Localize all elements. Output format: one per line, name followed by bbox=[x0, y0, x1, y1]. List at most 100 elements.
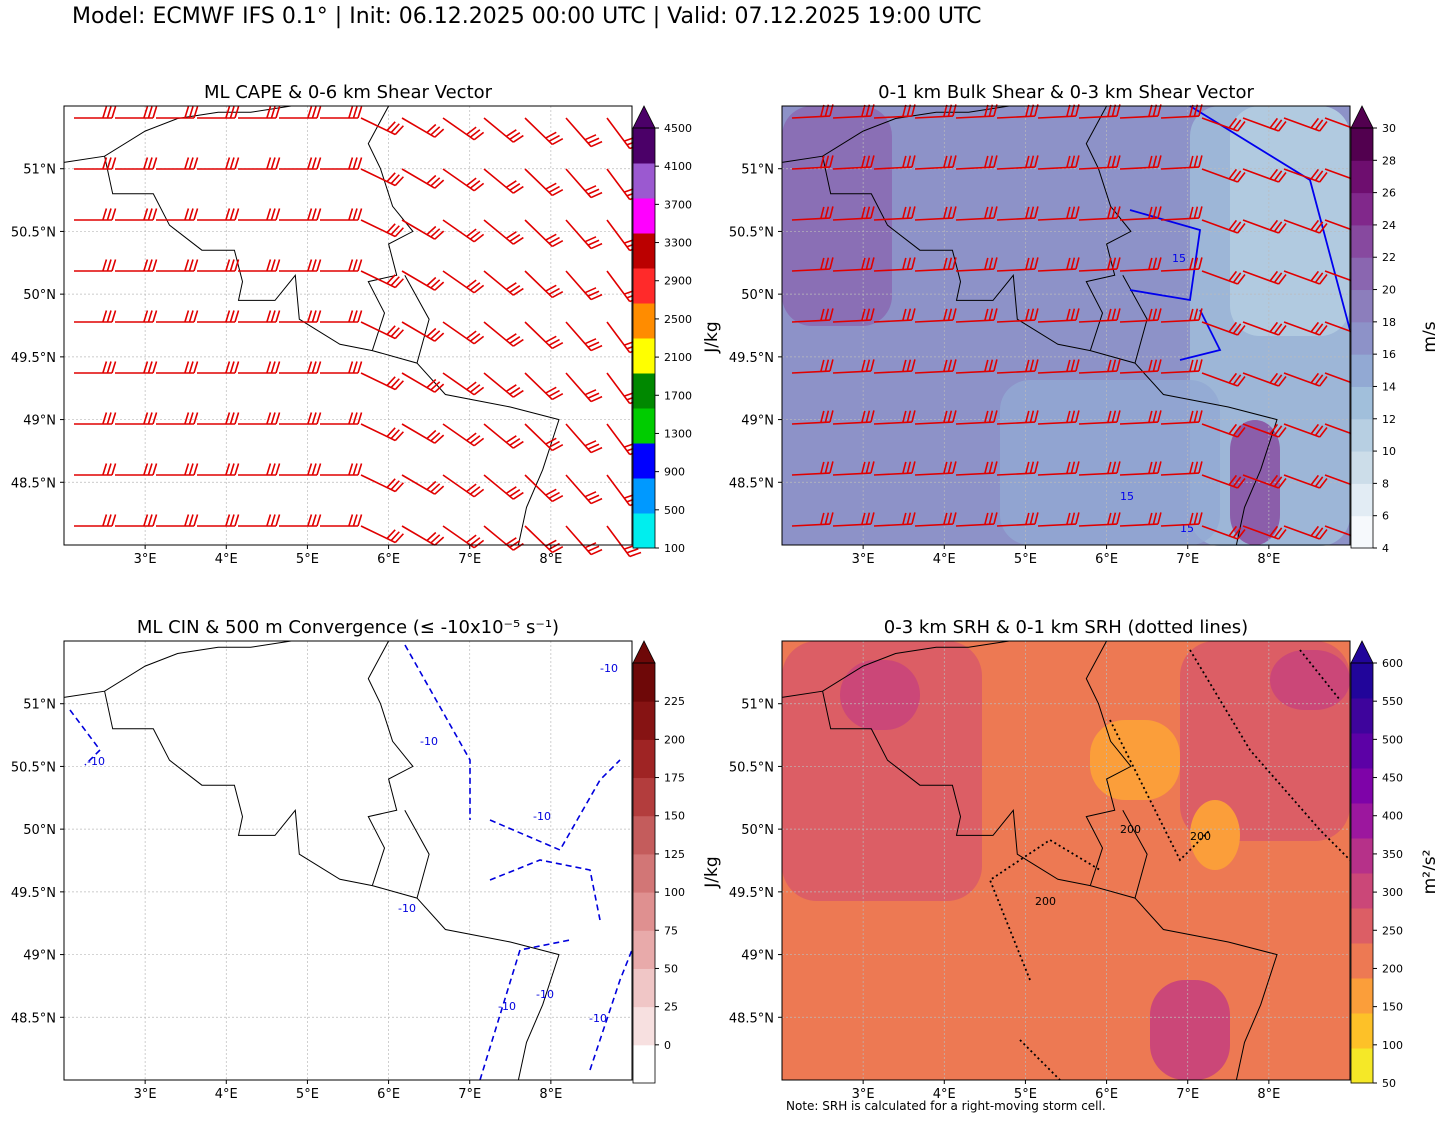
shear-colorbar-tick-label: 6 bbox=[1382, 510, 1389, 523]
cape-wind-barb-tick bbox=[434, 230, 445, 240]
shear-wind-barb-staff bbox=[1160, 115, 1199, 119]
cin-colorbar-segment bbox=[633, 1044, 655, 1084]
shear-wind-barb-tick bbox=[1152, 461, 1158, 474]
cape-wind-barb-staff bbox=[524, 168, 553, 197]
cape-wind-barb-tick bbox=[147, 208, 153, 221]
cape-wind-barb-tick bbox=[188, 157, 194, 170]
cape-wind-barb-tick bbox=[152, 259, 158, 272]
cape-wind-barb-tick bbox=[590, 446, 603, 454]
cape-wind-barb-tick bbox=[584, 491, 597, 498]
cape-wind-barb-tick bbox=[316, 208, 322, 221]
shear-wind-barb-staff bbox=[1283, 474, 1320, 489]
cape-wind-barb-tick bbox=[188, 106, 194, 119]
cape-wind-barb-staff bbox=[483, 372, 514, 398]
cin-contour-label: -10 bbox=[536, 988, 554, 1001]
cape-wind-barb-tick bbox=[188, 361, 194, 374]
cape-wind-barb-tick bbox=[106, 412, 112, 425]
cape-wind-barb-tick bbox=[229, 412, 235, 425]
cape-wind-barb-tick bbox=[225, 514, 231, 527]
cin-colorbar-segment bbox=[633, 663, 655, 702]
cape-wind-barb-tick bbox=[352, 412, 358, 425]
srh-lat-tick-label: 49.5°N bbox=[729, 886, 774, 901]
cape-wind-barb-tick bbox=[394, 533, 404, 544]
cin-lon-tick-label: 3°E bbox=[134, 1087, 157, 1102]
shear-wind-barb-tick bbox=[1157, 308, 1162, 321]
cape-wind-barb-tick bbox=[102, 106, 108, 119]
cin-contour-label: -10 bbox=[533, 810, 551, 823]
shear-wind-barb-staff bbox=[832, 319, 871, 323]
shear-wind-barb-tick bbox=[1029, 461, 1035, 474]
cape-colorbar-segment bbox=[633, 198, 655, 234]
shear-contour-line bbox=[1189, 105, 1351, 331]
cape-wind-barb-tick bbox=[430, 228, 441, 238]
cape-wind-barb-tick bbox=[352, 514, 358, 527]
cape-panel-title: ML CAPE & 0-6 km Shear Vector bbox=[204, 82, 493, 103]
shear-colorbar-segment bbox=[1351, 224, 1373, 258]
shear-wind-barb-staff bbox=[1078, 217, 1117, 221]
shear-wind-barb-tick bbox=[1152, 104, 1158, 117]
srh-colorbar-segment bbox=[1351, 838, 1373, 874]
cape-wind-barb-tick bbox=[509, 234, 521, 242]
cape-wind-barb-tick bbox=[466, 432, 477, 442]
shear-wind-barb-tick bbox=[865, 308, 871, 321]
shear-wind-barb-tick bbox=[1075, 461, 1080, 474]
shear-wind-barb-staff bbox=[791, 268, 830, 272]
cape-wind-barb-tick bbox=[352, 259, 358, 272]
shear-wind-barb-tick bbox=[1269, 372, 1279, 384]
cin-contour-line bbox=[489, 859, 601, 921]
cape-wind-barb-staff bbox=[360, 321, 396, 340]
cape-wind-barb-tick bbox=[473, 386, 485, 396]
cape-wind-barb-tick bbox=[111, 514, 117, 527]
cape-wind-barb-tick bbox=[275, 463, 281, 476]
shear-wind-barb-tick bbox=[1148, 359, 1153, 372]
shear-wind-barb-tick bbox=[902, 206, 907, 219]
shear-wind-barb-staff bbox=[1201, 219, 1238, 234]
cape-wind-barb-tick bbox=[143, 361, 149, 374]
shear-wind-barb-staff bbox=[996, 115, 1035, 119]
shear-wind-barb-tick bbox=[1237, 324, 1246, 336]
shear-wind-barb-tick bbox=[865, 359, 871, 372]
shear-wind-barb-tick bbox=[1075, 155, 1080, 168]
srh-lon-tick-label: 3°E bbox=[852, 1087, 875, 1102]
srh-contour-line bbox=[1299, 649, 1341, 701]
cape-wind-barb-tick bbox=[311, 208, 317, 221]
shear-wind-barb-staff bbox=[1201, 321, 1238, 336]
shear-wind-barb-tick bbox=[947, 410, 953, 423]
srh-colorbar-segment bbox=[1351, 908, 1373, 944]
cape-wind-barb-tick bbox=[307, 208, 313, 221]
srh-map-frame bbox=[781, 640, 1351, 1081]
cape-wind-barb-tick bbox=[316, 157, 322, 170]
shear-wind-barb-tick bbox=[861, 461, 866, 474]
shear-wind-barb-tick bbox=[861, 410, 866, 423]
cape-colorbar-tick-label: 1700 bbox=[664, 389, 692, 402]
shear-wind-barb-staff bbox=[1037, 472, 1076, 476]
shear-wind-barb-tick bbox=[1273, 170, 1283, 181]
shear-wind-barb-tick bbox=[1237, 375, 1246, 387]
shear-wind-barb-tick bbox=[1075, 512, 1080, 525]
cin-map-background bbox=[64, 641, 632, 1080]
srh-colorbar-tick-label: 450 bbox=[1382, 772, 1403, 785]
cape-wind-barb-tick bbox=[548, 236, 560, 244]
srh-colorbar-segment bbox=[1351, 978, 1373, 1014]
shear-wind-barb-staff bbox=[1119, 166, 1158, 170]
cape-wind-barb-staff bbox=[401, 117, 436, 138]
cape-wind-barb-tick bbox=[587, 290, 600, 297]
shear-colorbar-segment bbox=[1351, 354, 1373, 387]
shear-wind-barb-tick bbox=[1066, 359, 1071, 372]
shear-colorbar-label: m/s bbox=[1420, 321, 1435, 352]
shear-wind-barb-tick bbox=[1116, 410, 1121, 423]
shear-wind-barb-tick bbox=[1269, 474, 1279, 486]
cape-wind-barb-tick bbox=[551, 392, 564, 401]
shear-wind-barb-tick bbox=[1116, 257, 1121, 270]
cape-wind-barb-tick bbox=[106, 310, 112, 323]
panel-cape: ML CAPE & 0-6 km Shear Vector 3°E 4°E 5°E 6°… bbox=[11, 82, 722, 567]
cape-wind-barb-staff bbox=[442, 423, 475, 447]
shear-wind-barb-tick bbox=[824, 257, 830, 270]
cape-wind-barb-tick bbox=[311, 157, 317, 170]
shear-wind-barb-tick bbox=[820, 359, 825, 372]
shear-wind-barb-tick bbox=[1075, 206, 1080, 219]
shear-wind-barb-tick bbox=[1070, 155, 1076, 168]
cape-wind-barb-tick bbox=[143, 157, 149, 170]
cape-wind-barb-staff bbox=[483, 474, 514, 500]
cape-wind-barb-tick bbox=[307, 259, 313, 272]
